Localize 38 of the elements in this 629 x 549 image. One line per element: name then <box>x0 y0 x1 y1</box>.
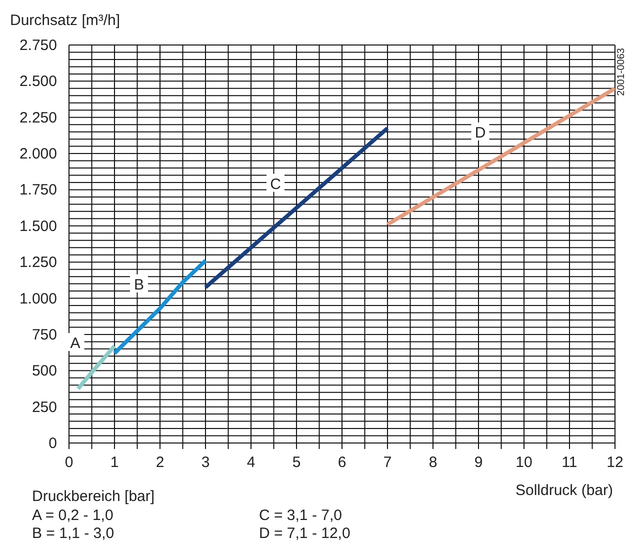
x-tick-label: 2 <box>156 454 164 471</box>
text: B = 1,1 - 3,0 <box>32 525 114 542</box>
y-tick-label: 2.750 <box>19 37 57 54</box>
x-tick-label: 8 <box>428 454 438 471</box>
x-tick-label: 3 <box>201 454 210 471</box>
x-tick-label: 10 <box>516 454 532 471</box>
y-tick-label: 0 <box>48 435 57 452</box>
series-label: A <box>70 335 80 352</box>
x-tick-label: 1 <box>110 454 119 471</box>
y-axis-title: Durchsatz [m³/h] <box>10 12 120 29</box>
y-tick-label: 250 <box>32 398 57 416</box>
x-tick-label: 12 <box>606 454 624 471</box>
text: A = 0,2 - 1,0 <box>32 507 114 524</box>
x-tick-label: 9 <box>474 454 483 471</box>
y-tick-label: 1.750 <box>19 182 57 199</box>
text: C = 3,1 - 7,0 <box>259 507 342 524</box>
text: 2001-0063 <box>616 48 627 96</box>
y-tick-label: 1.000 <box>19 290 57 308</box>
text: Druckbereich [bar] <box>32 488 155 505</box>
y-tick-label: 2.000 <box>19 146 57 163</box>
y-tick-label: 2.500 <box>19 73 57 90</box>
x-tick-label: 11 <box>562 454 578 471</box>
x-tick-label: 5 <box>292 454 301 471</box>
x-tick-label: 0 <box>64 454 74 471</box>
y-tick-label: 1.500 <box>19 218 57 235</box>
line-series <box>112 258 208 356</box>
y-tick-label: 750 <box>32 326 57 344</box>
series-label: D <box>474 124 486 142</box>
x-axis-title: Solldruck (bar) <box>515 482 613 499</box>
x-tick-label: 7 <box>383 454 392 471</box>
x-tick-label: 4 <box>246 454 256 471</box>
series-label: C <box>270 176 282 193</box>
x-tick-label: 6 <box>338 454 346 471</box>
y-tick-label: 500 <box>32 362 57 380</box>
y-tick-label: 2.250 <box>19 109 57 126</box>
text: D = 7,1 - 12,0 <box>259 525 350 542</box>
series-label: B <box>134 276 144 294</box>
y-tick-label: 1.250 <box>19 254 57 272</box>
